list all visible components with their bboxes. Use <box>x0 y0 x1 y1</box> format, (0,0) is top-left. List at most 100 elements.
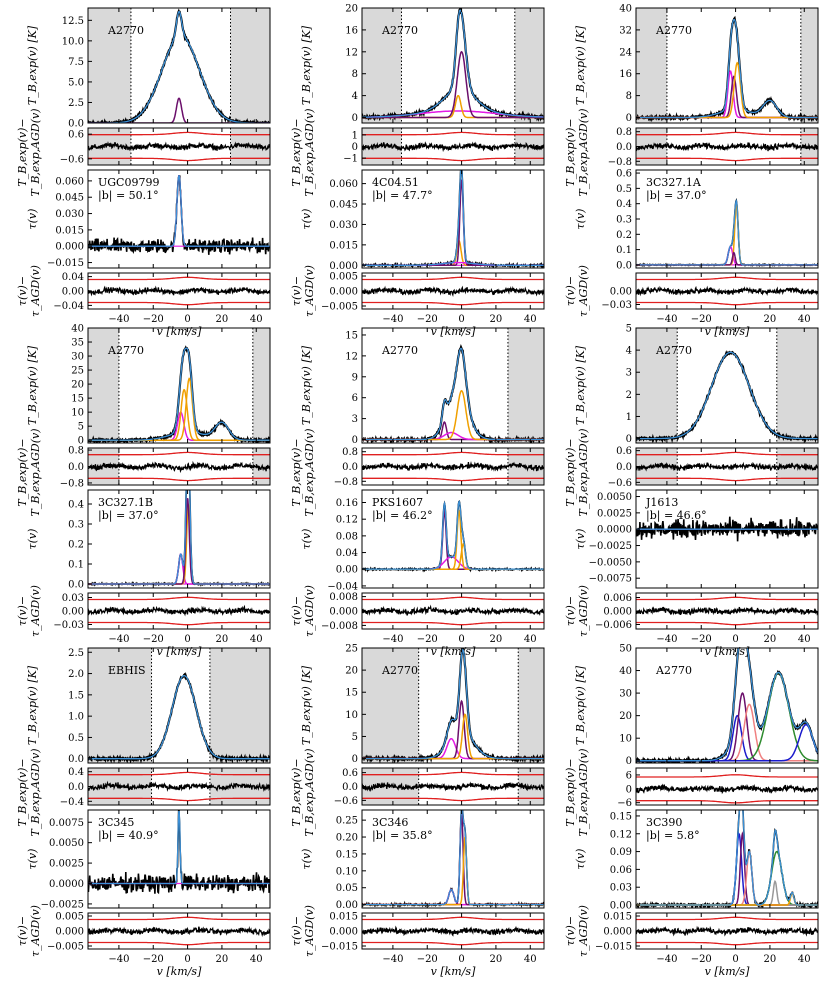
y-tick-label: −0.015 <box>47 258 84 269</box>
plot-area <box>88 490 270 587</box>
y-tick-label: 0.030 <box>329 220 358 231</box>
y-tick-label: 0.3 <box>68 520 84 531</box>
y-axis-label-tau: τ(v) <box>300 529 313 550</box>
y-tick-label: 12.5 <box>62 16 84 27</box>
y-tick-label: 0.09 <box>610 847 632 858</box>
y-axis-label-T-residual: T_B,exp,AGD(v) <box>303 108 316 196</box>
residual-data-line <box>362 285 544 297</box>
latitude-label: |b| = 5.8° <box>646 829 700 843</box>
axes-frame <box>635 489 819 589</box>
latitude-label: |b| = 37.0° <box>646 189 707 203</box>
latitude-label: |b| = 35.8° <box>372 829 433 843</box>
y-tick-label: 40 <box>619 666 632 677</box>
y-tick-label: 0.005 <box>329 272 358 283</box>
y-tick-label: 0.00 <box>610 901 632 912</box>
y-tick-label: 20 <box>345 666 358 677</box>
y-axis-label-T: T_B,exp(v) [K] <box>574 345 587 425</box>
y-tick-label: 0.0 <box>68 782 84 793</box>
y-tick-label: 15 <box>71 394 84 405</box>
panel-3-Tres: 0.8 0.0 −0.8 <box>608 127 819 168</box>
x-tick-label: 40 <box>524 314 537 325</box>
panel-5-Tres: 0.8 0.0 −0.8 <box>334 447 545 488</box>
x-tick-label: 20 <box>764 314 777 325</box>
source-label: 3C327.1B <box>98 496 153 509</box>
y-axis-label-T: T_B,exp(v) [K] <box>300 25 313 105</box>
y-tick-label: −0.8 <box>334 477 358 488</box>
axes-frame <box>635 647 819 764</box>
y-tick-label: 0.000 <box>55 927 84 938</box>
latitude-label: |b| = 37.0° <box>98 509 159 523</box>
x-tick-label: 40 <box>250 954 263 965</box>
emission-fit-line <box>636 18 818 119</box>
y-tick-label: 0.5 <box>616 184 632 195</box>
residual-data-line <box>362 141 544 153</box>
y-tick-label: 0.8 <box>68 446 84 457</box>
y-axis-label-T: T_B,exp(v) [K] <box>574 665 587 745</box>
panel-1-Tres: 0.6 −0.6 <box>60 127 271 166</box>
y-tick-label: 3 <box>626 368 632 379</box>
emission-fit-line <box>88 675 270 760</box>
y-tick-label: 0 <box>352 113 358 124</box>
y-tick-label: 24 <box>619 47 632 58</box>
y-axis-label-T-residual: T_B,exp,AGD(v) <box>577 108 590 196</box>
y-axis-label-T: T_B,exp(v) [K] <box>26 665 39 745</box>
residual-envelope-upper <box>636 596 818 601</box>
y-tick-label: 0.06 <box>610 865 632 876</box>
axes-frame <box>87 647 271 764</box>
plot-area <box>636 451 818 482</box>
y-tick-label: 0.0000 <box>597 525 632 536</box>
y-tick-label: 0.000 <box>603 607 632 618</box>
y-tick-label: 0 <box>352 142 358 153</box>
y-tick-label: 10 <box>619 734 632 745</box>
x-tick-label: 40 <box>524 954 537 965</box>
plot-area <box>88 175 270 255</box>
source-label: 3C345 <box>98 816 134 829</box>
tau-fit-line <box>636 198 818 266</box>
y-tick-label: 15 <box>345 330 358 341</box>
y-tick-label: 16 <box>619 69 632 80</box>
x-tick-label: 0 <box>184 954 190 965</box>
y-tick-label: 1.5 <box>68 690 84 701</box>
emission-component-3 <box>362 50 544 119</box>
plot-area <box>362 500 544 573</box>
y-tick-label: 0.16 <box>336 498 358 509</box>
residual-data-line <box>88 285 270 297</box>
shaded-region-right <box>209 648 270 763</box>
survey-label: A2770 <box>655 344 692 357</box>
y-tick-label: 15 <box>345 688 358 699</box>
y-tick-label: 0 <box>78 436 84 447</box>
y-tick-label: 6 <box>626 770 632 781</box>
panel-2-T: 0 4 8 12 16 20 <box>345 4 545 124</box>
x-tick-label: 0 <box>458 634 464 645</box>
axes-frame <box>635 809 819 909</box>
x-tick-label: 20 <box>216 954 229 965</box>
shaded-region-right <box>507 328 544 443</box>
residual-envelope-upper <box>362 451 544 456</box>
y-tick-label: −0.4 <box>60 797 84 808</box>
y-tick-label: 0.00 <box>610 287 632 298</box>
latitude-label: |b| = 47.7° <box>372 189 433 203</box>
x-tick-label: 40 <box>798 634 811 645</box>
y-axis-label-T: T_B,exp(v) [K] <box>300 665 313 745</box>
y-axis-label-T-residual: T_B,exp(v)− <box>564 118 577 186</box>
residual-data-line <box>362 781 544 792</box>
x-tick-label: −40 <box>108 954 129 965</box>
x-tick-label: 0 <box>184 634 190 645</box>
y-axis-label-tau: τ(v) <box>574 529 587 550</box>
y-tick-label: 0.0 <box>68 462 84 473</box>
y-axis-label-tau-residual: τ(v)− <box>290 276 303 306</box>
tau-component-2 <box>636 201 818 266</box>
y-tick-label: 0 <box>626 784 632 795</box>
residual-data-line <box>88 604 270 617</box>
x-tick-label: −40 <box>382 634 403 645</box>
y-tick-label: 0.0075 <box>49 818 84 829</box>
plot-area <box>88 451 270 482</box>
y-tick-label: −0.0050 <box>589 557 632 568</box>
y-tick-label: 4 <box>352 91 358 102</box>
panel-9-taures: 0.015 0.000 −0.015 <box>595 912 819 953</box>
y-axis-label-T-residual: T_B,exp(v)− <box>564 438 577 506</box>
y-tick-label: 0.6 <box>342 768 358 779</box>
residual-envelope-upper <box>88 131 270 136</box>
shaded-region-left <box>88 8 131 123</box>
